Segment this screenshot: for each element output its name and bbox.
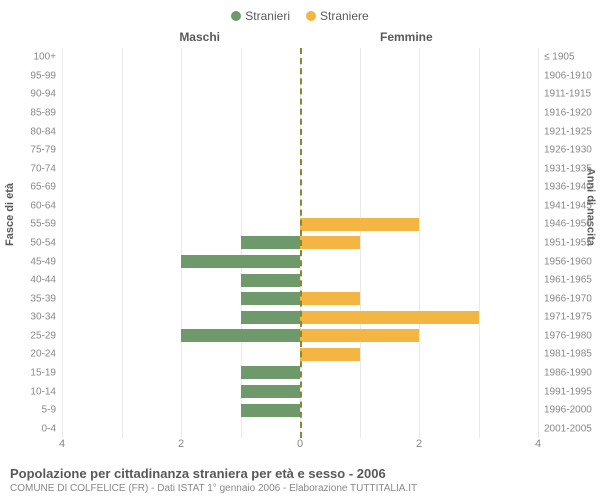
- y-label-birth: 1926-1930: [538, 145, 592, 156]
- header-female: Femmine: [300, 30, 433, 44]
- header-labels: Maschi Femmine: [0, 30, 600, 50]
- caption: Popolazione per cittadinanza straniera p…: [10, 466, 590, 494]
- y-label-birth: 1951-1955: [538, 237, 592, 248]
- bar-male: [241, 292, 301, 305]
- y-label-birth: 1961-1965: [538, 275, 592, 286]
- center-line: [300, 48, 302, 438]
- x-tick: 0: [297, 438, 303, 450]
- y-label-age: 35-39: [30, 293, 62, 304]
- y-label-birth: 1936-1940: [538, 182, 592, 193]
- y-label-birth: 1971-1975: [538, 312, 592, 323]
- bar-male: [181, 255, 300, 268]
- y-label-birth: 1976-1980: [538, 330, 592, 341]
- x-tick: 4: [535, 438, 541, 450]
- x-tick: 2: [416, 438, 422, 450]
- population-pyramid-chart: Stranieri Straniere Maschi Femmine Fasce …: [0, 0, 600, 500]
- y-label-age: 75-79: [30, 145, 62, 156]
- y-label-age: 5-9: [42, 405, 62, 416]
- y-label-age: 95-99: [30, 70, 62, 81]
- y-label-birth: ≤ 1905: [538, 52, 575, 63]
- y-label-age: 60-64: [30, 200, 62, 211]
- bar-male: [241, 274, 301, 287]
- y-label-age: 20-24: [30, 349, 62, 360]
- y-label-age: 65-69: [30, 182, 62, 193]
- header-male: Maschi: [179, 30, 300, 44]
- y-label-birth: 1986-1990: [538, 367, 592, 378]
- legend-label: Stranieri: [245, 9, 290, 23]
- y-label-age: 85-89: [30, 107, 62, 118]
- caption-main: Popolazione per cittadinanza straniera p…: [10, 466, 590, 481]
- axis-title-left: Fasce di età: [4, 183, 16, 246]
- bar-female: [300, 218, 419, 231]
- y-label-age: 0-4: [42, 423, 62, 434]
- legend-swatch: [306, 11, 316, 21]
- y-label-age: 10-14: [30, 386, 62, 397]
- y-label-age: 70-74: [30, 163, 62, 174]
- bar-male: [241, 366, 301, 379]
- legend-label: Straniere: [320, 9, 369, 23]
- y-label-age: 30-34: [30, 312, 62, 323]
- x-axis: 4 2 0 2 4: [62, 438, 538, 452]
- legend-swatch: [231, 11, 241, 21]
- bar-male: [241, 311, 301, 324]
- y-label-birth: 1941-1945: [538, 200, 592, 211]
- y-label-age: 45-49: [30, 256, 62, 267]
- plot-area: 100+≤ 190595-991906-191090-941911-191585…: [62, 48, 538, 438]
- y-label-birth: 1981-1985: [538, 349, 592, 360]
- y-label-age: 15-19: [30, 367, 62, 378]
- bar-female: [300, 348, 360, 361]
- y-label-birth: 1931-1935: [538, 163, 592, 174]
- y-label-age: 100+: [33, 52, 62, 63]
- y-label-birth: 1991-1995: [538, 386, 592, 397]
- bar-male: [241, 236, 301, 249]
- legend: Stranieri Straniere: [0, 8, 600, 23]
- y-label-age: 40-44: [30, 275, 62, 286]
- y-label-age: 90-94: [30, 89, 62, 100]
- y-label-birth: 2001-2005: [538, 423, 592, 434]
- legend-item: Stranieri: [231, 8, 290, 23]
- y-label-birth: 1966-1970: [538, 293, 592, 304]
- bar-male: [241, 385, 301, 398]
- bar-female: [300, 236, 360, 249]
- y-label-birth: 1906-1910: [538, 70, 592, 81]
- y-label-birth: 1916-1920: [538, 107, 592, 118]
- bar-male: [241, 404, 301, 417]
- y-label-age: 50-54: [30, 237, 62, 248]
- y-label-age: 25-29: [30, 330, 62, 341]
- bar-female: [300, 329, 419, 342]
- y-label-birth: 1921-1925: [538, 126, 592, 137]
- y-label-birth: 1956-1960: [538, 256, 592, 267]
- y-label-birth: 1996-2000: [538, 405, 592, 416]
- x-tick: 2: [178, 438, 184, 450]
- bar-female: [300, 292, 360, 305]
- legend-item: Straniere: [306, 8, 369, 23]
- y-label-birth: 1946-1950: [538, 219, 592, 230]
- bar-female: [300, 311, 479, 324]
- y-label-age: 55-59: [30, 219, 62, 230]
- x-tick: 4: [59, 438, 65, 450]
- bar-male: [181, 329, 300, 342]
- y-label-age: 80-84: [30, 126, 62, 137]
- caption-sub: COMUNE DI COLFELICE (FR) - Dati ISTAT 1°…: [10, 483, 590, 494]
- y-label-birth: 1911-1915: [538, 89, 591, 100]
